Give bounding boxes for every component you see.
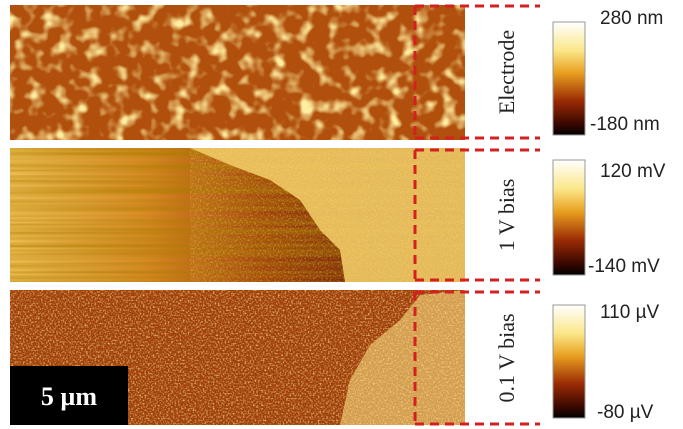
panel-label: 1 V bias: [494, 179, 519, 252]
colorbar: [553, 22, 585, 135]
colorbar: [553, 305, 585, 418]
colorbar-max: 280 nm: [600, 8, 663, 29]
panel-1v: [10, 148, 465, 282]
scale-bar-label: 5 µm: [41, 382, 97, 411]
colorbar-max: 110 µV: [600, 302, 660, 323]
panel-label: Electrode: [494, 30, 519, 114]
figure: Electrode 1 V bias 0.1 V bias 280 nm -18…: [0, 0, 683, 429]
colorbar-min: -140 mV: [588, 256, 660, 277]
colorbar: [553, 160, 585, 275]
potential-domain-texture: [190, 148, 465, 282]
colorbar-min: -80 µV: [597, 402, 654, 423]
colorbar-max: 120 mV: [600, 161, 666, 182]
colorbar-min: -180 nm: [590, 114, 660, 135]
topography-texture: [10, 5, 465, 140]
panel-electrode: [10, 5, 465, 140]
panel-label: 0.1 V bias: [494, 313, 519, 402]
